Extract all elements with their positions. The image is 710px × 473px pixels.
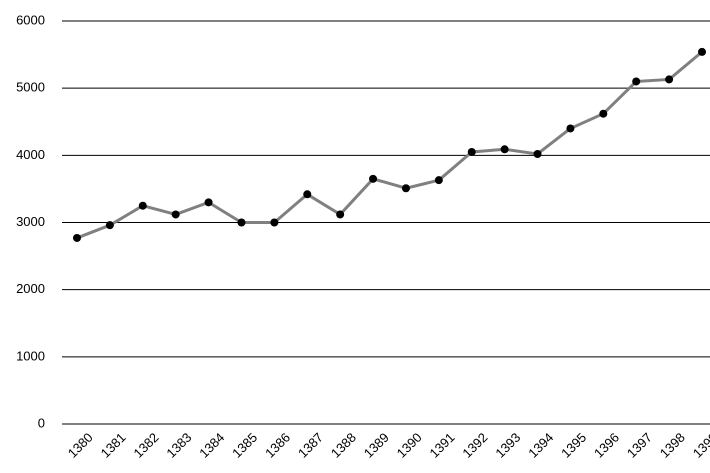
x-tick-label: 1388	[328, 430, 359, 461]
marker	[270, 218, 279, 227]
x-tick-label: 1392	[459, 430, 490, 461]
x-tick-label: 1399	[690, 430, 710, 461]
x-tick-label: 1394	[525, 430, 556, 461]
marker	[434, 176, 443, 185]
marker	[369, 174, 378, 183]
marker	[500, 145, 509, 154]
marker	[303, 190, 312, 199]
marker	[467, 147, 476, 156]
marker	[105, 221, 114, 230]
y-tick-label: 3000	[16, 214, 45, 229]
marker	[566, 124, 575, 133]
y-tick-label: 6000	[16, 12, 45, 27]
y-tick-label: 5000	[16, 80, 45, 95]
x-tick-label: 1382	[131, 430, 162, 461]
x-tick-label: 1390	[394, 430, 425, 461]
y-tick-label: 4000	[16, 147, 45, 162]
x-tick-label: 1380	[65, 430, 96, 461]
x-tick-label: 1383	[163, 430, 194, 461]
marker	[533, 149, 542, 158]
marker	[632, 77, 641, 86]
x-tick-label: 1389	[361, 430, 392, 461]
marker	[599, 109, 608, 118]
y-tick-label: 1000	[16, 348, 45, 363]
x-tick-label: 1385	[229, 430, 260, 461]
marker	[138, 201, 147, 210]
marker	[336, 210, 345, 219]
x-tick-label: 1387	[295, 430, 326, 461]
x-tick-label: 1395	[558, 430, 589, 461]
marker	[698, 47, 706, 56]
marker	[665, 75, 674, 84]
x-tick-label: 1397	[624, 430, 655, 461]
x-tick-label: 1398	[657, 430, 688, 461]
marker	[237, 218, 246, 227]
x-tick-label: 1386	[262, 430, 293, 461]
x-tick-label: 1381	[98, 430, 129, 461]
line	[76, 50, 703, 240]
marker	[401, 184, 410, 193]
marker	[171, 210, 180, 219]
marker	[204, 198, 213, 207]
x-tick-label: 1396	[591, 430, 622, 461]
marker	[73, 233, 81, 242]
x-tick-label: 1393	[492, 430, 523, 461]
y-tick-label: 0	[38, 415, 45, 430]
y-tick-label: 2000	[16, 281, 45, 296]
x-tick-label: 1391	[427, 430, 458, 461]
x-tick-label: 1384	[196, 430, 227, 461]
